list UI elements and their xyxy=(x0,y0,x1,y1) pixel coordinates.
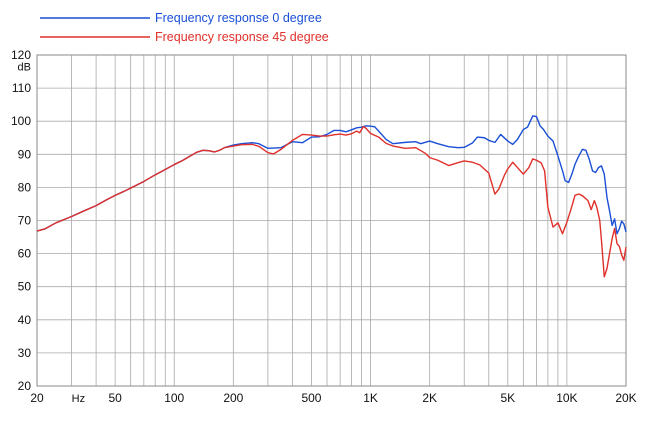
legend-label-0: Frequency response 0 degree xyxy=(155,11,322,25)
x-unit-label: Hz xyxy=(72,393,85,405)
y-tick-label: 110 xyxy=(12,81,31,95)
y-tick-label: 100 xyxy=(11,114,31,128)
x-tick-label: 20 xyxy=(30,391,44,405)
x-tick-label: 100 xyxy=(164,391,184,405)
x-tick-label: 500 xyxy=(301,391,321,405)
y-tick-label: 70 xyxy=(18,214,32,228)
x-tick-label: 20K xyxy=(615,391,636,405)
y-unit-label: dB xyxy=(18,62,31,74)
x-tick-label: 50 xyxy=(108,391,122,405)
x-tick-label: 10K xyxy=(556,391,577,405)
legend-label-1: Frequency response 45 degree xyxy=(155,30,329,44)
x-tick-label: 1K xyxy=(363,391,378,405)
y-tick-label: 20 xyxy=(18,379,32,393)
x-tick-label: 200 xyxy=(223,391,243,405)
y-tick-label: 30 xyxy=(18,346,32,360)
series-line-1 xyxy=(36,125,627,278)
y-tick-label: 40 xyxy=(18,313,32,327)
x-tick-label: 2K xyxy=(422,391,437,405)
y-tick-label: 90 xyxy=(18,147,32,161)
y-tick-label: 50 xyxy=(18,280,32,294)
y-tick-label: 120 xyxy=(11,48,31,62)
y-tick-label: 80 xyxy=(18,180,32,194)
x-tick-label: 5K xyxy=(500,391,515,405)
plot-border xyxy=(36,54,627,387)
y-tick-label: 60 xyxy=(18,247,32,261)
